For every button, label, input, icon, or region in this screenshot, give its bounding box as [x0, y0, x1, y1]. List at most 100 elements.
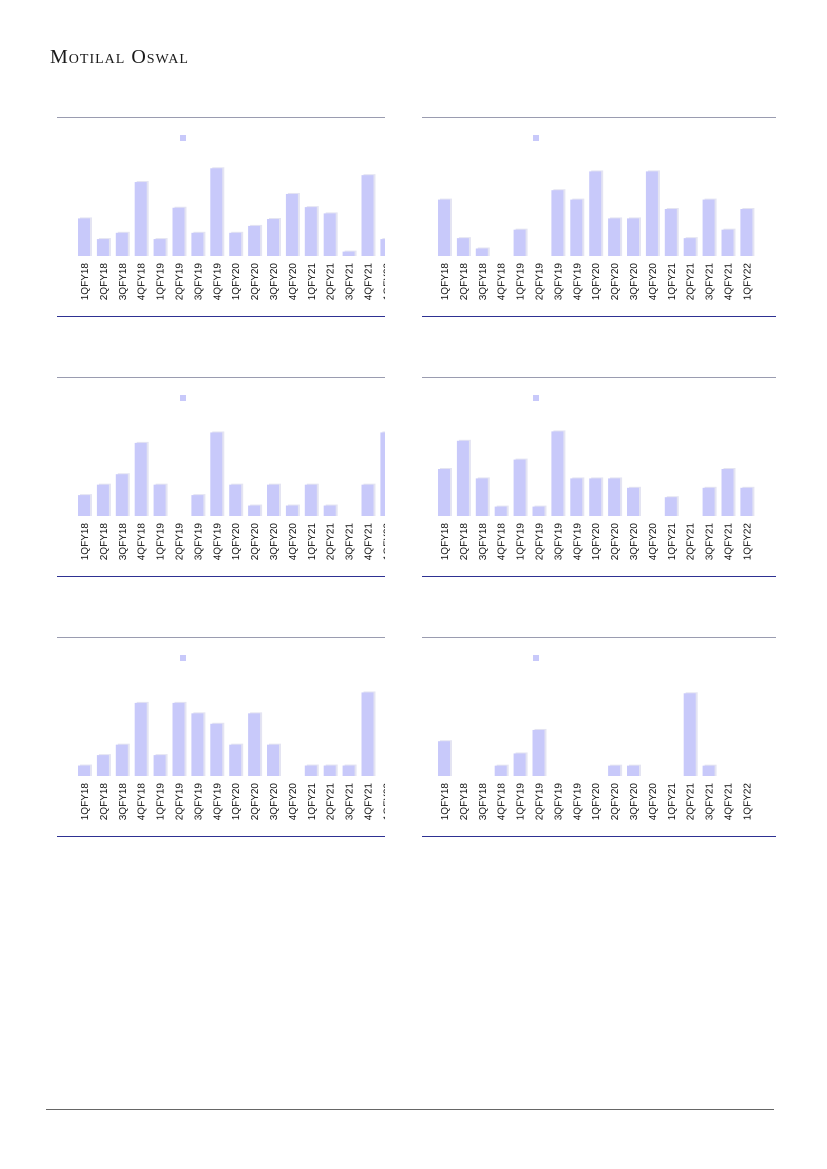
bar-2QFY19 [172, 702, 185, 776]
panel-top-rule [57, 117, 385, 118]
legend-marker [180, 395, 186, 401]
x-tick-label: 3QFY18 [478, 783, 489, 821]
bar-2QFY18 [96, 239, 109, 256]
bar-3QFY19 [191, 232, 204, 256]
bar-1QFY22 [380, 432, 385, 516]
x-tick-label: 4QFY20 [648, 783, 659, 821]
x-tick-label: 4QFY19 [572, 783, 583, 821]
panel-bottom-rule [422, 316, 776, 317]
bar-1QFY22 [740, 487, 753, 516]
x-tick-label: 2QFY21 [326, 783, 337, 821]
x-tick-label: 4QFY18 [137, 263, 148, 301]
bar-chart: 1QFY18 2QFY18 3QFY18 4QFY18 1QFY19 2QFY19 3QFY… [78, 655, 385, 821]
bar-3QFY21 [702, 199, 715, 256]
chart-panel-6: 1QFY18 2QFY18 3QFY18 4QFY18 1QFY19 2QFY19 3QFY… [422, 637, 776, 837]
x-tick-label: 4QFY21 [364, 523, 375, 561]
panel-top-rule [57, 377, 385, 378]
x-tick-label: 1QFY22 [742, 523, 753, 561]
bar-1QFY18 [438, 199, 450, 256]
bar-4QFY19 [570, 199, 583, 256]
bar-2QFY19 [532, 506, 545, 516]
bar-4QFY20 [285, 193, 298, 256]
bar-4QFY20 [285, 505, 298, 516]
bar-4QFY20 [645, 171, 658, 256]
panel-bottom-rule [422, 836, 776, 837]
x-tick-label: 1QFY21 [667, 523, 678, 561]
x-tick-label: 4QFY19 [212, 523, 223, 561]
bar-3QFY20 [627, 218, 639, 256]
bar-1QFY19 [153, 239, 166, 256]
bar-chart: 1QFY18 2QFY18 3QFY18 4QFY18 1QFY19 2QFY19 3QFY… [78, 135, 385, 301]
bar-3QFY19 [551, 190, 564, 256]
bar-1QFY18 [78, 765, 90, 776]
x-tick-label: 1QFY21 [307, 783, 318, 821]
bar-2QFY20 [608, 218, 621, 256]
x-tick-label: 1QFY22 [382, 263, 385, 301]
panel-top-rule [422, 117, 776, 118]
x-tick-label: 3QFY21 [705, 783, 716, 821]
x-tick-label: 3QFY19 [553, 263, 564, 301]
legend-marker [533, 655, 539, 661]
bar-2QFY20 [248, 713, 261, 776]
x-tick-label: 1QFY18 [440, 783, 451, 821]
x-tick-label: 1QFY19 [156, 263, 167, 301]
bar-4QFY19 [210, 723, 223, 776]
x-tick-label: 2QFY21 [326, 523, 337, 561]
x-tick-label: 2QFY19 [535, 263, 546, 301]
bar-4QFY21 [721, 229, 734, 256]
bar-2QFY21 [323, 765, 336, 776]
x-tick-label: 4QFY19 [212, 783, 223, 821]
x-tick-label: 4QFY20 [288, 783, 299, 821]
x-tick-label: 4QFY18 [137, 783, 148, 821]
bar-3QFY18 [115, 744, 128, 776]
x-tick-label: 2QFY18 [459, 523, 470, 561]
bar-1QFY20 [229, 744, 242, 776]
x-tick-label: 2QFY21 [686, 263, 697, 301]
bar-2QFY18 [96, 484, 109, 516]
bar-3QFY18 [115, 232, 128, 256]
bar-4QFY18 [494, 506, 507, 516]
brand-logo: Motilal Oswal [50, 46, 189, 68]
x-tick-label: 1QFY20 [591, 523, 602, 561]
bar-1QFY20 [589, 171, 602, 256]
x-tick-label: 2QFY20 [250, 783, 261, 821]
bar-chart: 1QFY18 2QFY18 3QFY18 4QFY18 1QFY19 2QFY19 3QFY… [438, 395, 755, 561]
x-tick-label: 2QFY18 [99, 263, 110, 301]
x-tick-label: 3QFY18 [118, 263, 129, 301]
x-tick-label: 2QFY18 [99, 523, 110, 561]
x-tick-label: 2QFY19 [175, 523, 186, 561]
x-tick-label: 4QFY21 [364, 263, 375, 301]
x-tick-label: 3QFY19 [193, 523, 204, 561]
bar-4QFY18 [494, 765, 507, 776]
x-tick-label: 1QFY18 [440, 523, 451, 561]
bar-4QFY21 [721, 469, 734, 516]
x-tick-label: 3QFY18 [118, 783, 129, 821]
x-tick-label: 1QFY18 [80, 523, 91, 561]
bar-1QFY19 [153, 755, 166, 776]
bar-1QFY19 [153, 484, 166, 516]
chart-panel-5: 1QFY18 2QFY18 3QFY18 4QFY18 1QFY19 2QFY19 3QFY… [57, 637, 385, 837]
bar-2QFY21 [323, 505, 336, 516]
x-tick-label: 3QFY20 [629, 263, 640, 301]
chart-panel-1: 1QFY18 2QFY18 3QFY18 4QFY18 1QFY19 2QFY19 3QFY… [57, 117, 385, 317]
x-tick-label: 4QFY21 [724, 263, 735, 301]
bar-1QFY18 [438, 741, 450, 776]
x-tick-label: 2QFY20 [250, 263, 261, 301]
x-tick-label: 4QFY20 [648, 263, 659, 301]
bar-3QFY19 [551, 431, 564, 516]
bar-1QFY19 [513, 753, 526, 776]
x-tick-label: 3QFY20 [269, 783, 280, 821]
chart-panel-2: 1QFY18 2QFY18 3QFY18 4QFY18 1QFY19 2QFY19 3QFY… [422, 117, 776, 317]
x-tick-label: 1QFY22 [382, 523, 385, 561]
legend-marker [180, 135, 186, 141]
bar-chart: 1QFY18 2QFY18 3QFY18 4QFY18 1QFY19 2QFY19 3QFY… [438, 135, 755, 301]
x-tick-label: 1QFY20 [231, 263, 242, 301]
legend-marker [533, 395, 539, 401]
bar-3QFY20 [267, 219, 279, 256]
bar-4QFY18 [134, 702, 147, 776]
bar-3QFY21 [702, 487, 715, 516]
bar-1QFY22 [740, 209, 753, 256]
panel-bottom-rule [422, 576, 776, 577]
x-tick-label: 4QFY18 [137, 523, 148, 561]
x-tick-label: 2QFY18 [459, 263, 470, 301]
